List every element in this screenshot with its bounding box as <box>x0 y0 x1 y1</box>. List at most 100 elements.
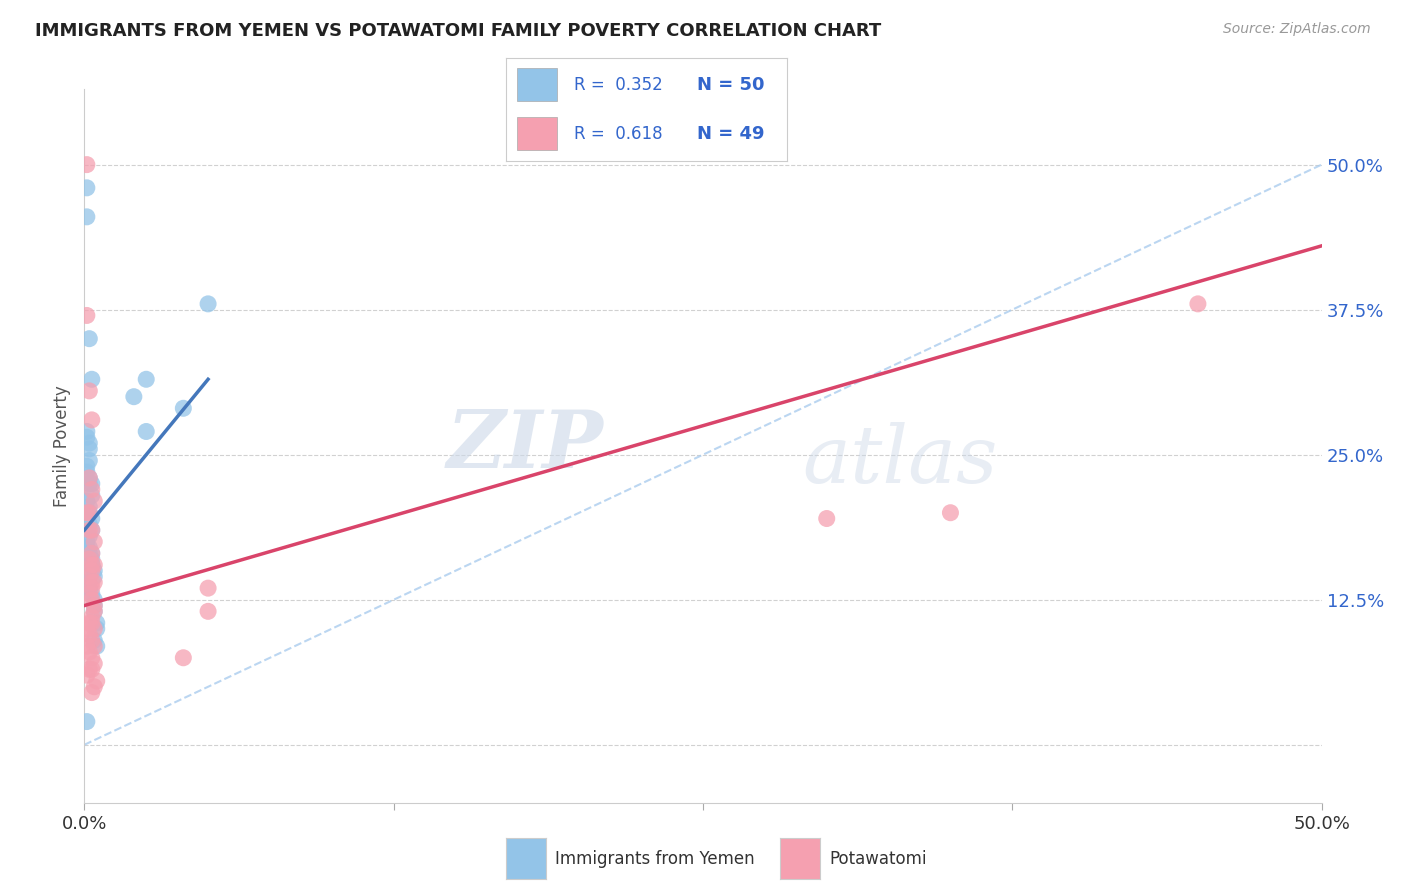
Point <box>197 604 219 618</box>
Point <box>83 558 105 572</box>
Point <box>79 581 101 595</box>
Point <box>80 581 103 595</box>
Point <box>76 541 98 555</box>
Point <box>79 506 101 520</box>
Point <box>80 476 103 491</box>
Point <box>79 569 101 583</box>
Point <box>83 534 105 549</box>
Point <box>83 599 105 613</box>
Point <box>80 592 103 607</box>
Point <box>79 453 101 467</box>
Point <box>80 552 103 566</box>
Point <box>79 506 101 520</box>
Point <box>80 610 103 624</box>
Point <box>122 390 145 404</box>
Point <box>76 534 98 549</box>
Text: R =  0.618: R = 0.618 <box>574 125 662 143</box>
Point <box>80 564 103 578</box>
Point <box>79 587 101 601</box>
Point <box>815 511 838 525</box>
Text: R =  0.352: R = 0.352 <box>574 76 662 94</box>
Point <box>86 615 108 630</box>
Point <box>80 523 103 537</box>
Point <box>83 564 105 578</box>
Point <box>80 558 103 572</box>
Point <box>86 622 108 636</box>
Point <box>135 372 157 386</box>
Point <box>76 575 98 590</box>
Point <box>80 685 103 699</box>
Point <box>79 500 101 514</box>
Point <box>79 471 101 485</box>
Point <box>76 668 98 682</box>
Point <box>80 372 103 386</box>
Point <box>80 511 103 525</box>
Point <box>135 425 157 439</box>
Point <box>80 650 103 665</box>
Point <box>1187 297 1209 311</box>
Point <box>83 680 105 694</box>
Point <box>79 517 101 532</box>
Point <box>76 309 98 323</box>
Point <box>80 413 103 427</box>
Point <box>172 650 194 665</box>
Point <box>79 436 101 450</box>
Text: N = 49: N = 49 <box>697 125 765 143</box>
Point <box>80 546 103 560</box>
Bar <box>517 69 557 101</box>
Point <box>76 181 98 195</box>
Point <box>76 494 98 508</box>
Point <box>76 622 98 636</box>
Point <box>172 401 194 416</box>
Point <box>79 541 101 555</box>
Point <box>83 622 105 636</box>
Point <box>79 627 101 641</box>
Y-axis label: Family Poverty: Family Poverty <box>53 385 72 507</box>
Text: N = 50: N = 50 <box>697 76 765 94</box>
Point <box>76 569 98 583</box>
Point <box>197 297 219 311</box>
Point <box>79 332 101 346</box>
Text: ZIP: ZIP <box>447 408 605 484</box>
Point <box>79 523 101 537</box>
Point <box>79 471 101 485</box>
Point <box>79 662 101 676</box>
Point <box>83 604 105 618</box>
Point <box>83 657 105 671</box>
Point <box>83 633 105 648</box>
Point <box>80 546 103 560</box>
Point <box>79 615 101 630</box>
Point <box>80 587 103 601</box>
Point <box>80 558 103 572</box>
Point <box>939 506 962 520</box>
Point <box>79 442 101 456</box>
Point <box>197 581 219 595</box>
Bar <box>517 118 557 150</box>
Point <box>80 558 103 572</box>
Point <box>79 581 101 595</box>
Point <box>76 158 98 172</box>
Point <box>79 552 101 566</box>
Point <box>76 425 98 439</box>
Point <box>83 599 105 613</box>
Point <box>80 523 103 537</box>
Point <box>79 476 101 491</box>
Point <box>76 639 98 653</box>
Point <box>79 384 101 398</box>
Point <box>76 210 98 224</box>
Point <box>83 569 105 583</box>
Point <box>79 645 101 659</box>
Point <box>79 546 101 560</box>
Point <box>80 488 103 502</box>
Point <box>79 529 101 543</box>
Point <box>80 483 103 497</box>
Point <box>76 714 98 729</box>
Point <box>83 494 105 508</box>
Point <box>80 615 103 630</box>
Point <box>83 639 105 653</box>
Text: Immigrants from Yemen: Immigrants from Yemen <box>555 850 755 868</box>
Point <box>80 633 103 648</box>
Point <box>76 459 98 474</box>
Text: Potawatomi: Potawatomi <box>830 850 927 868</box>
Point <box>83 604 105 618</box>
